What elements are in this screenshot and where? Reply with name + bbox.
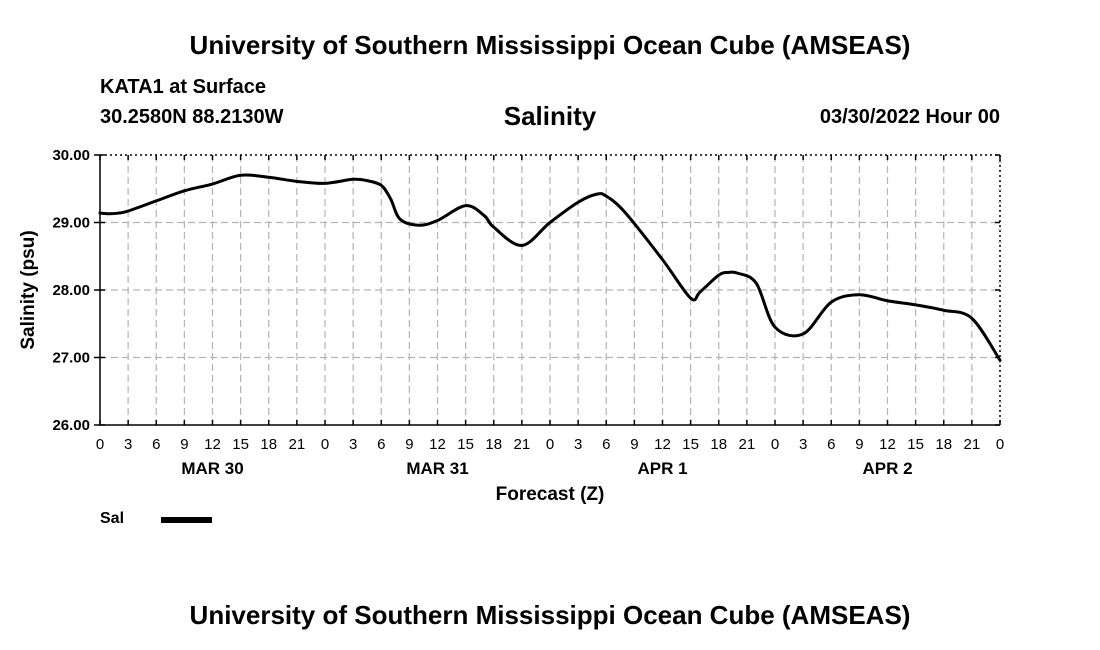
x-tick-label: 0	[546, 436, 554, 453]
x-tick-label: 3	[349, 436, 357, 453]
x-tick-label: 15	[682, 436, 699, 453]
x-tick-label: 6	[152, 436, 160, 453]
series-layer	[98, 173, 1002, 362]
x-tick-label: 9	[405, 436, 413, 453]
axes: 0 3 6 9 12 15 18 21 0 3 6 9 12 15 18 21 0 3 6 9 12 15 18 21 0 3 6 9…	[52, 147, 1004, 478]
x-day-label: MAR 31	[406, 459, 468, 478]
x-tick-label: 3	[799, 436, 807, 453]
y-tick-label: 28.00	[52, 282, 90, 299]
y-tick-label: 27.00	[52, 350, 90, 367]
y-tick-label: 26.00	[52, 417, 90, 434]
x-tick-label: 12	[204, 436, 221, 453]
x-tick-label: 9	[855, 436, 863, 453]
x-tick-label: 12	[879, 436, 896, 453]
legend-swatch	[161, 517, 212, 523]
x-day-label: MAR 30	[181, 459, 243, 478]
x-tick-label: 21	[289, 436, 306, 453]
x-tick-label: 15	[907, 436, 924, 453]
grid-lines	[100, 155, 1000, 425]
x-tick-label: 9	[630, 436, 638, 453]
page-title: University of Southern Mississippi Ocean…	[189, 30, 911, 60]
y-tick-label: 30.00	[52, 147, 90, 164]
x-tick-label: 18	[260, 436, 277, 453]
x-tick-label: 6	[602, 436, 610, 453]
x-tick-label: 3	[124, 436, 132, 453]
x-tick-label: 21	[964, 436, 981, 453]
x-tick-label: 12	[654, 436, 671, 453]
x-tick-label: 12	[429, 436, 446, 453]
series-line-sal	[98, 173, 1002, 362]
x-tick-label: 21	[514, 436, 531, 453]
x-tick-label: 6	[377, 436, 385, 453]
chart-title: Salinity	[503, 101, 597, 131]
x-tick-label: 15	[232, 436, 249, 453]
forecast-datetime: 03/30/2022 Hour 00	[819, 106, 1000, 128]
x-tick-label: 15	[457, 436, 474, 453]
x-tick-label: 21	[739, 436, 756, 453]
x-tick-label: 18	[710, 436, 727, 453]
x-tick-label: 0	[771, 436, 779, 453]
x-day-label: APR 1	[637, 459, 687, 478]
y-axis-label: Salinity (psu)	[18, 230, 39, 349]
x-tick-label: 3	[574, 436, 582, 453]
x-axis-label: Forecast (Z)	[496, 484, 605, 505]
x-tick-label: 6	[827, 436, 835, 453]
x-tick-label: 18	[485, 436, 502, 453]
x-day-label: APR 2	[862, 459, 912, 478]
x-tick-label: 0	[996, 436, 1004, 453]
station-coordinates: 30.2580N 88.2130W	[100, 106, 284, 128]
x-tick-label: 18	[935, 436, 952, 453]
x-tick-label: 9	[180, 436, 188, 453]
x-tick-label: 0	[96, 436, 104, 453]
station-label: KATA1 at Surface	[100, 76, 266, 98]
legend-label: Sal	[100, 510, 125, 527]
y-tick-label: 29.00	[52, 215, 90, 232]
footer-title: University of Southern Mississippi Ocean…	[189, 600, 911, 630]
x-tick-label: 0	[321, 436, 329, 453]
